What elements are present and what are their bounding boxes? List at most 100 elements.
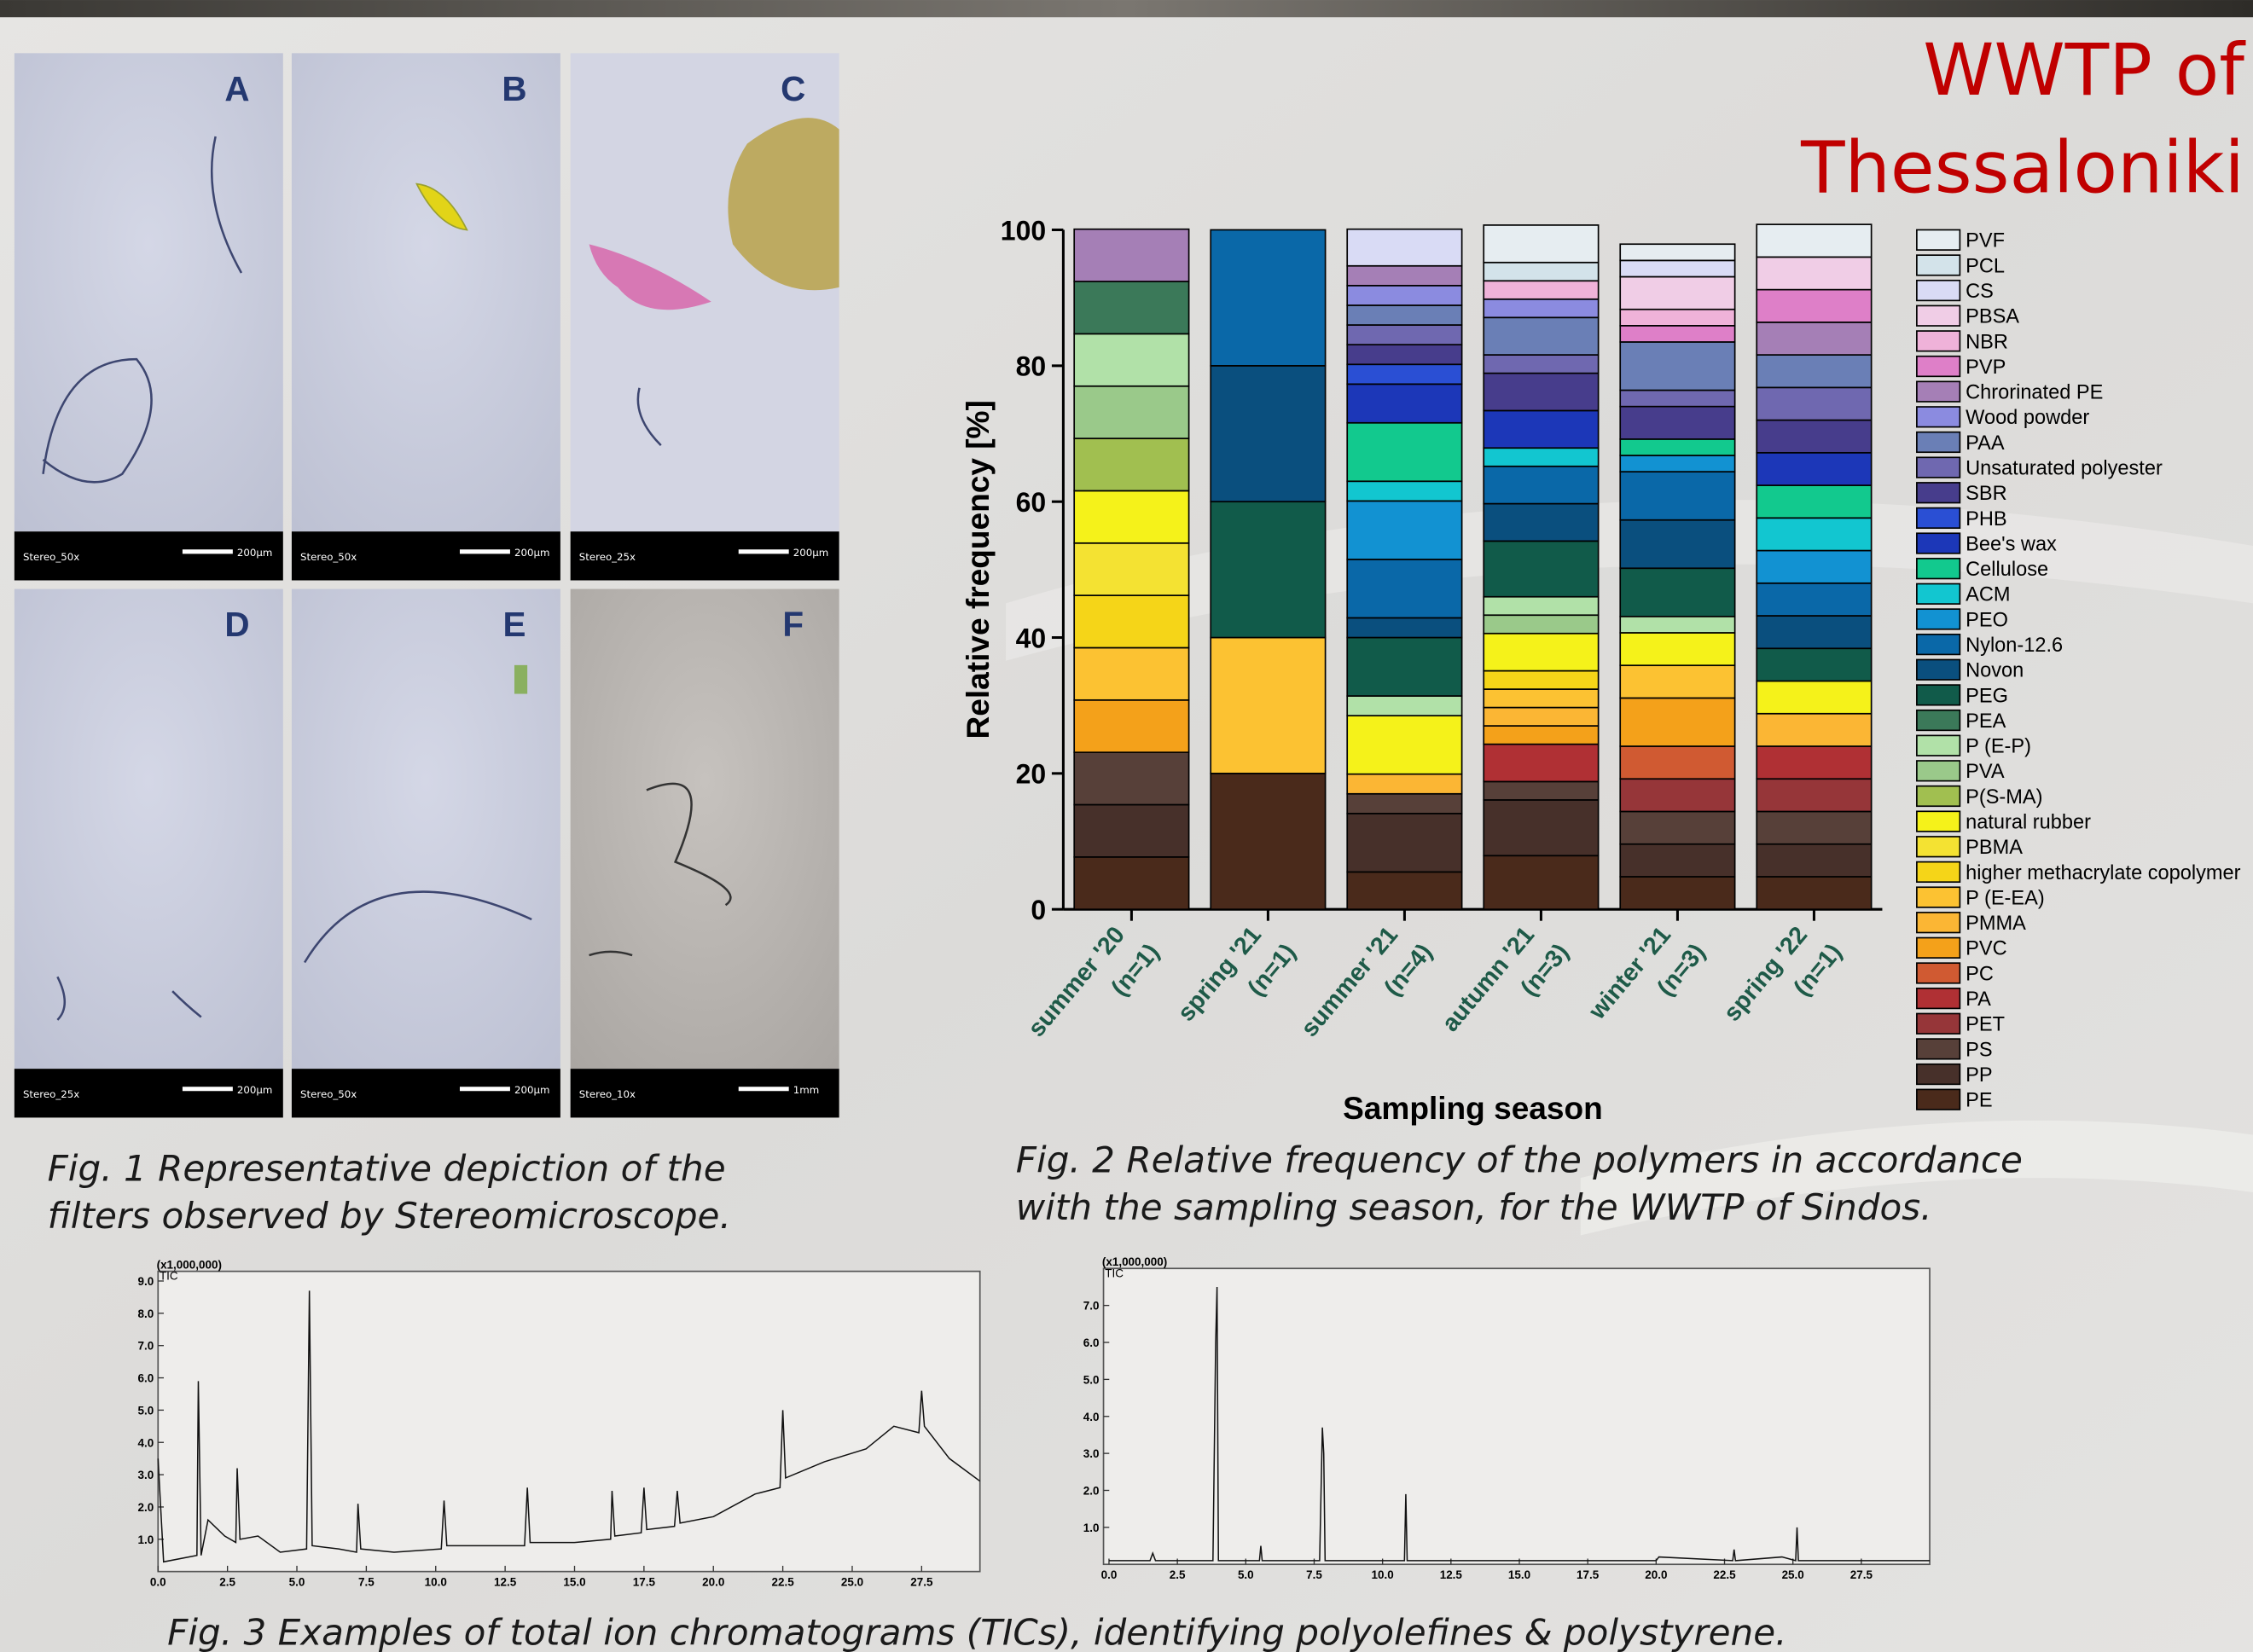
scale-label: 200μm [514,1084,549,1096]
y-axis-title: Relative frequency [%] [960,400,996,739]
bar-segment [1347,794,1461,814]
bar-segment [1211,366,1325,501]
y-tick-label: 6.0 [1083,1336,1100,1349]
y-tick-label: 4.0 [137,1436,154,1449]
x-tick-label: 27.5 [1850,1568,1873,1581]
panel-label: F [782,605,804,644]
bar-segment [1074,700,1188,752]
bar-segment [1484,541,1598,596]
bar-segment [1620,407,1734,439]
legend-label: PVF [1966,229,2005,252]
x-tick-label: 15.0 [1508,1568,1530,1581]
micrograph-image [571,589,839,1069]
legend-swatch [1917,356,1960,377]
bar-segment [1074,543,1188,595]
y-tick-label: 20 [1016,759,1047,790]
bar-segment [1347,696,1461,716]
bar-segment [1620,877,1734,909]
legend-swatch [1917,887,1960,907]
bar-segment [1620,746,1734,779]
bar-segment [1484,467,1598,504]
x-tick-label: 7.5 [358,1576,375,1589]
bar-segment [1347,559,1461,618]
plot-frame [158,1272,979,1572]
x-tick-label: 0.0 [1101,1568,1118,1581]
y-tick-label: 0 [1031,895,1046,925]
legend-swatch [1917,710,1960,731]
legend-label: higher methacrylate copolymer [1966,861,2241,884]
bar-segment [1757,779,1871,811]
micrograph-image [292,589,560,1069]
bar-segment [1484,855,1598,909]
bar-segment [1484,634,1598,671]
bar-segment [1347,345,1461,364]
legend-label: PEG [1966,684,2008,706]
bar-segment [1757,453,1871,485]
bar-segment [1347,364,1461,384]
bar-segment [1484,317,1598,355]
magnification-label: Stereo_10x [579,1088,636,1100]
legend-swatch [1917,963,1960,983]
legend-swatch [1917,938,1960,959]
bar-segment [1484,281,1598,299]
bar-segment [1074,281,1188,333]
bar-segment [1484,374,1598,411]
bar-segment [1484,689,1598,708]
legend-swatch [1917,1064,1960,1085]
x-tick-label: 20.0 [1645,1568,1667,1581]
legend-label: Nylon-12.6 [1966,634,2063,656]
x-tick-label: 17.5 [633,1576,656,1589]
legend-swatch [1917,457,1960,478]
y-tick-label: 2.0 [1083,1485,1100,1498]
legend-swatch [1917,281,1960,301]
legend-swatch [1917,685,1960,705]
y-tick-label: 5.0 [1083,1373,1100,1386]
y-tick-label: 40 [1016,623,1047,653]
bar-segment [1757,485,1871,518]
legend-label: PBMA [1966,836,2023,858]
bar-segment [1484,355,1598,374]
bar-segment [1757,420,1871,453]
trace-label: TIC [160,1270,178,1283]
bar-segment [1484,448,1598,467]
bar-segment [1347,501,1461,559]
x-tick-label: 25.0 [841,1576,863,1589]
micrograph-image [15,589,283,1069]
legend-swatch [1917,230,1960,251]
bar-segment [1211,774,1325,909]
figure-caption: with the sampling season, for the WWTP o… [1016,1186,1932,1228]
legend-swatch [1917,913,1960,933]
legend-label: PS [1966,1038,1992,1060]
bar-segment [1211,638,1325,774]
bar-segment [1484,726,1598,745]
bar-segment [1757,746,1871,779]
legend-label: PAA [1966,432,2005,454]
panel-label: A [224,69,249,108]
legend-label: PEO [1966,608,2008,630]
y-tick-label: 8.0 [137,1307,154,1320]
bar-segment [1620,472,1734,520]
bar-segment [1074,438,1188,490]
legend-swatch [1917,407,1960,427]
legend-label: PA [1966,988,1991,1010]
micrograph-image [292,53,560,531]
y-tick-label: 9.0 [137,1275,154,1288]
legend-swatch [1917,1039,1960,1059]
panel-label: D [224,605,249,644]
bar-segment [1347,384,1461,422]
scale-label: 200μm [793,547,828,559]
bar-segment [1620,844,1734,877]
bar-segment [1074,752,1188,804]
legend-label: P (E-EA) [1966,886,2045,908]
x-tick-label: 20.0 [702,1576,724,1589]
bar-segment [1347,266,1461,286]
x-tick-label: 10.0 [1372,1568,1394,1581]
bar-segment [1347,305,1461,325]
scale-label: 200μm [237,547,272,559]
y-tick-label: 3.0 [1083,1447,1100,1460]
bar-segment [1620,326,1734,342]
bar-segment [1074,647,1188,699]
figure-caption: Fig. 2 Relative frequency of the polymer… [1016,1139,2023,1180]
bar-segment [1620,310,1734,326]
bar-segment [1347,872,1461,909]
